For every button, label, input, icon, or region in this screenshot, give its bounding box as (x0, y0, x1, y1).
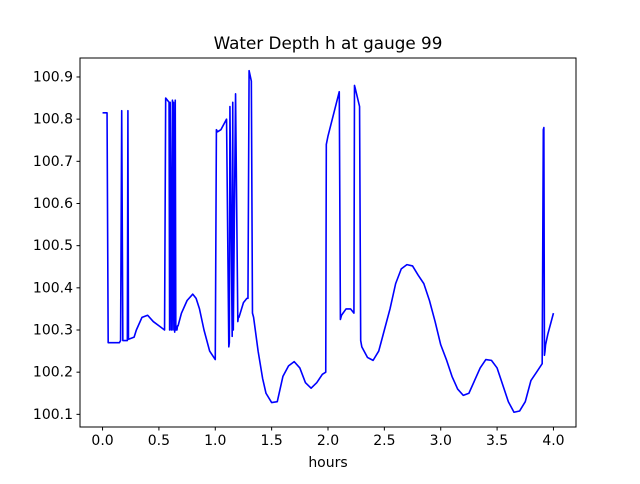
series-layer (102, 69, 555, 414)
y-tick-label: 100.3 (33, 323, 73, 339)
plot-area-frame (79, 57, 577, 428)
chart-title: Water Depth h at gauge 99 (214, 33, 443, 53)
x-tick-label: 1.5 (261, 433, 283, 449)
x-tick-label: 0.5 (148, 433, 170, 449)
x-tick-label: 1.0 (204, 433, 226, 449)
y-tick-label: 100.1 (33, 407, 73, 423)
x-tick-label: 3.5 (486, 433, 508, 449)
y-tick-label: 100.2 (33, 365, 73, 381)
y-tick-label: 100.7 (33, 154, 73, 170)
x-tick-label: 2.5 (373, 433, 395, 449)
y-tick-label: 100.8 (33, 112, 73, 128)
x-tick-label: 4.0 (542, 433, 564, 449)
y-tick-label: 100.6 (33, 196, 73, 212)
y-tick-label: 100.5 (33, 238, 73, 254)
x-axis-ticks: 0.0 0.5 1.0 1.5 2.0 2.5 3.0 3.5 4.0 (91, 427, 565, 449)
series-line (102, 69, 555, 414)
y-tick-label: 100.9 (33, 69, 73, 85)
y-axis-ticks: 100.1 100.2 100.3 100.4 100.5 100.6 100.7 100.8… (33, 69, 80, 423)
y-tick-label: 100.4 (33, 280, 73, 296)
x-axis-label: hours (308, 455, 347, 471)
x-tick-label: 0.0 (91, 433, 113, 449)
x-tick-label: 2.0 (317, 433, 339, 449)
x-tick-label: 3.0 (430, 433, 452, 449)
